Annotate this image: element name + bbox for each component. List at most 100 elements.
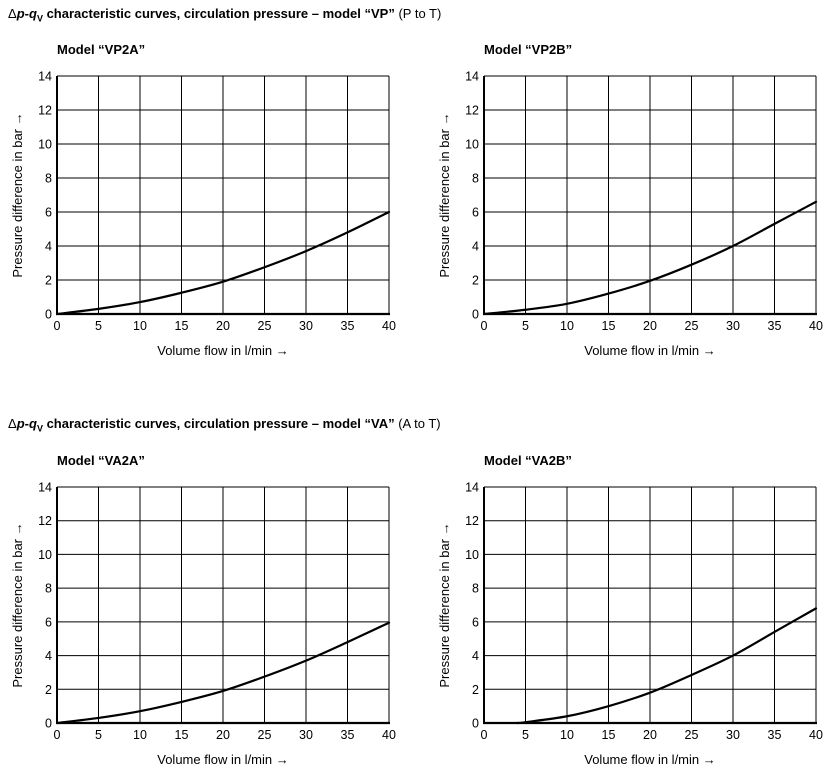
y-tick-label: 0: [45, 717, 52, 731]
delta-symbol: Δ: [8, 6, 17, 21]
symbol-q: q: [28, 6, 37, 21]
symbol-subscript: V: [36, 423, 43, 434]
y-tick-label: 8: [472, 172, 479, 186]
y-axis-label: Pressure difference in bar →: [437, 112, 452, 277]
x-tick-label: 35: [768, 319, 782, 333]
chart-title: Model “VA2A”: [57, 453, 145, 468]
x-tick-label: 20: [643, 728, 657, 742]
x-axis-label: Volume flow in l/min →: [584, 752, 716, 767]
x-tick-label: 20: [216, 319, 230, 333]
symbol-q: q: [28, 416, 37, 431]
x-tick-label: 30: [299, 728, 313, 742]
y-tick-label: 14: [465, 481, 479, 495]
y-tick-label: 4: [472, 649, 479, 663]
x-tick-label: 25: [685, 319, 699, 333]
x-axis-label: Volume flow in l/min →: [157, 752, 289, 767]
symbol-p: p: [16, 6, 25, 21]
y-tick-label: 6: [472, 615, 479, 629]
symbol-dash: -: [24, 6, 29, 21]
x-tick-label: 40: [809, 319, 823, 333]
series-line: [516, 607, 818, 725]
x-tick-label: 15: [602, 319, 616, 333]
x-axis-label: Volume flow in l/min →: [584, 343, 716, 358]
series-line: [55, 621, 391, 725]
x-tick-label: 40: [382, 319, 396, 333]
x-tick-label: 10: [560, 319, 574, 333]
chart-2: Model “VP2B” 0 5 10 15 20 25 30 35 40 0 2 4 6 8 10 12 14 V…: [437, 42, 823, 358]
x-axis-label: Volume flow in l/min →: [157, 343, 289, 358]
x-tick-label: 15: [602, 728, 616, 742]
x-tick-label: 30: [726, 319, 740, 333]
y-tick-label: 2: [45, 683, 52, 697]
series-line: [482, 200, 818, 316]
y-axis-label: Pressure difference in bar →: [437, 522, 452, 687]
y-tick-label: 12: [38, 104, 52, 118]
x-tick-label: 20: [643, 319, 657, 333]
y-tick-label: 12: [465, 104, 479, 118]
y-tick-label: 14: [465, 70, 479, 84]
y-tick-label: 2: [472, 274, 479, 288]
x-tick-label: 5: [522, 319, 529, 333]
x-tick-label: 10: [560, 728, 574, 742]
x-tick-label: 30: [299, 319, 313, 333]
y-tick-label: 12: [38, 514, 52, 528]
y-tick-label: 4: [45, 649, 52, 663]
symbol-subscript: V: [36, 13, 43, 24]
y-tick-label: 6: [472, 206, 479, 220]
x-tick-label: 10: [133, 319, 147, 333]
delta-symbol: Δ: [8, 416, 17, 431]
y-tick-label: 10: [38, 138, 52, 152]
chart-4: Model “VA2B” 0 5 10 15 20 25 30 35 40 0 2 4 6 8 10 12 14 V…: [437, 453, 823, 767]
section-title-vp: Δp-qV characteristic curves, circulation…: [8, 6, 441, 24]
chart-3: Model “VA2A” 0 5 10 15 20 25 30 35 40 0 2 4 6 8 10 12 14 V…: [10, 453, 396, 767]
section-model-name: “VA”: [364, 416, 395, 431]
chart-title: Model “VP2B”: [484, 42, 572, 57]
y-axis-label: Pressure difference in bar →: [10, 522, 25, 687]
x-tick-label: 0: [54, 319, 61, 333]
symbol-p: p: [16, 416, 25, 431]
x-tick-label: 15: [175, 319, 189, 333]
x-tick-label: 35: [341, 319, 355, 333]
y-tick-label: 0: [45, 308, 52, 322]
x-tick-label: 5: [522, 728, 529, 742]
y-tick-label: 8: [472, 582, 479, 596]
y-tick-label: 8: [45, 172, 52, 186]
series-line: [55, 210, 391, 316]
y-tick-label: 2: [45, 274, 52, 288]
section-title-text: characteristic curves, circulation press…: [42, 6, 365, 21]
x-tick-label: 5: [95, 319, 102, 333]
section-title-text: characteristic curves, circulation press…: [42, 416, 365, 431]
x-tick-label: 40: [382, 728, 396, 742]
section-flow-path: (A to T): [394, 416, 441, 431]
x-tick-label: 30: [726, 728, 740, 742]
y-tick-label: 4: [45, 240, 52, 254]
y-tick-label: 10: [38, 548, 52, 562]
y-axis-label: Pressure difference in bar →: [10, 112, 25, 277]
x-tick-label: 0: [54, 728, 61, 742]
x-tick-label: 0: [481, 319, 488, 333]
y-tick-label: 6: [45, 206, 52, 220]
y-tick-label: 14: [38, 70, 52, 84]
y-tick-label: 12: [465, 514, 479, 528]
chart-title: Model “VP2A”: [57, 42, 145, 57]
y-tick-label: 4: [472, 240, 479, 254]
symbol-dash: -: [24, 416, 29, 431]
x-tick-label: 15: [175, 728, 189, 742]
chart-1: Model “VP2A” 0 5 10 15 20 25 30 35 40 0 2 4 6 8 10 12 14 V…: [10, 42, 396, 358]
x-tick-label: 25: [258, 728, 272, 742]
x-tick-label: 25: [258, 319, 272, 333]
x-tick-label: 25: [685, 728, 699, 742]
y-tick-label: 6: [45, 615, 52, 629]
x-tick-label: 20: [216, 728, 230, 742]
y-tick-label: 14: [38, 481, 52, 495]
y-tick-label: 0: [472, 308, 479, 322]
x-tick-label: 40: [809, 728, 823, 742]
x-tick-label: 0: [481, 728, 488, 742]
y-tick-label: 2: [472, 683, 479, 697]
x-tick-label: 5: [95, 728, 102, 742]
section-flow-path: (P to T): [394, 6, 442, 21]
section-title-va: Δp-qV characteristic curves, circulation…: [8, 416, 441, 434]
y-tick-label: 8: [45, 582, 52, 596]
chart-title: Model “VA2B”: [484, 453, 572, 468]
